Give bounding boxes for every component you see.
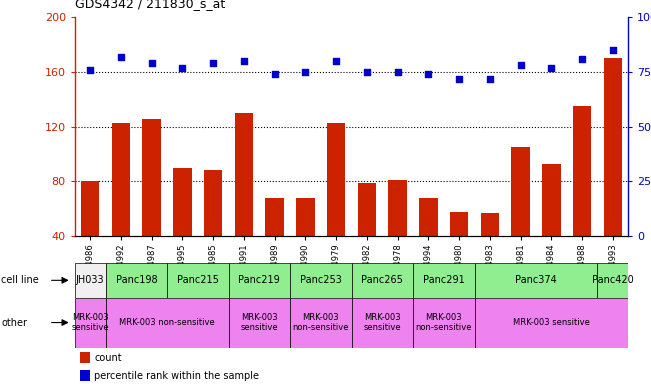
Point: [85, 67, 96, 73]
Text: Panc215: Panc215: [177, 275, 219, 285]
Bar: [542, 164, 561, 291]
Bar: [290, 298, 352, 348]
Text: MRK-003
non-sensitive: MRK-003 non-sensitive: [292, 313, 349, 332]
Text: MRK-003 sensitive: MRK-003 sensitive: [513, 318, 590, 327]
Point: [516, 62, 526, 68]
Bar: [419, 198, 437, 291]
Text: count: count: [94, 353, 122, 363]
Text: Panc374: Panc374: [515, 275, 557, 285]
Text: JH033: JH033: [76, 275, 105, 285]
Text: Panc219: Panc219: [238, 275, 280, 285]
Bar: [413, 298, 475, 348]
Bar: [413, 263, 475, 298]
Bar: [296, 198, 314, 291]
Text: other: other: [1, 318, 27, 328]
Point: [577, 56, 587, 62]
Point: [177, 65, 187, 71]
Point: [116, 54, 126, 60]
Bar: [75, 298, 105, 348]
Bar: [204, 170, 223, 291]
Text: Panc253: Panc253: [300, 275, 342, 285]
Bar: [105, 263, 167, 298]
Text: Panc291: Panc291: [423, 275, 465, 285]
Bar: [75, 263, 105, 298]
Point: [300, 69, 311, 75]
Bar: [81, 182, 100, 291]
Bar: [229, 263, 290, 298]
Bar: [352, 298, 413, 348]
Bar: [235, 113, 253, 291]
Bar: [327, 122, 346, 291]
Bar: [603, 58, 622, 291]
Bar: [112, 122, 130, 291]
Bar: [81, 370, 90, 381]
Bar: [167, 263, 229, 298]
Text: percentile rank within the sample: percentile rank within the sample: [94, 371, 259, 381]
Point: [239, 58, 249, 64]
Bar: [598, 263, 628, 298]
Point: [607, 47, 618, 53]
Point: [362, 69, 372, 75]
Bar: [266, 198, 284, 291]
Point: [331, 58, 341, 64]
Bar: [450, 212, 468, 291]
Text: GDS4342 / 211830_s_at: GDS4342 / 211830_s_at: [75, 0, 225, 10]
Text: MRK-003 non-sensitive: MRK-003 non-sensitive: [119, 318, 215, 327]
Point: [546, 65, 557, 71]
Point: [208, 60, 219, 66]
Text: MRK-003
non-sensitive: MRK-003 non-sensitive: [415, 313, 472, 332]
Text: Panc420: Panc420: [592, 275, 633, 285]
Bar: [480, 213, 499, 291]
Point: [484, 76, 495, 82]
Bar: [512, 147, 530, 291]
Bar: [352, 263, 413, 298]
Bar: [290, 263, 352, 298]
Text: Panc265: Panc265: [361, 275, 403, 285]
Bar: [475, 263, 598, 298]
Bar: [357, 183, 376, 291]
Text: MRK-003
sensitive: MRK-003 sensitive: [363, 313, 401, 332]
Text: cell line: cell line: [1, 275, 39, 285]
Text: MRK-003
sensitive: MRK-003 sensitive: [72, 313, 109, 332]
Bar: [475, 298, 628, 348]
Point: [393, 69, 403, 75]
Text: Panc198: Panc198: [115, 275, 157, 285]
Point: [423, 71, 434, 77]
Point: [454, 76, 464, 82]
Point: [146, 60, 157, 66]
Bar: [173, 168, 191, 291]
Bar: [229, 298, 290, 348]
Bar: [105, 298, 229, 348]
Bar: [81, 352, 90, 363]
Text: MRK-003
sensitive: MRK-003 sensitive: [240, 313, 278, 332]
Point: [270, 71, 280, 77]
Bar: [573, 106, 591, 291]
Bar: [143, 119, 161, 291]
Bar: [389, 180, 407, 291]
